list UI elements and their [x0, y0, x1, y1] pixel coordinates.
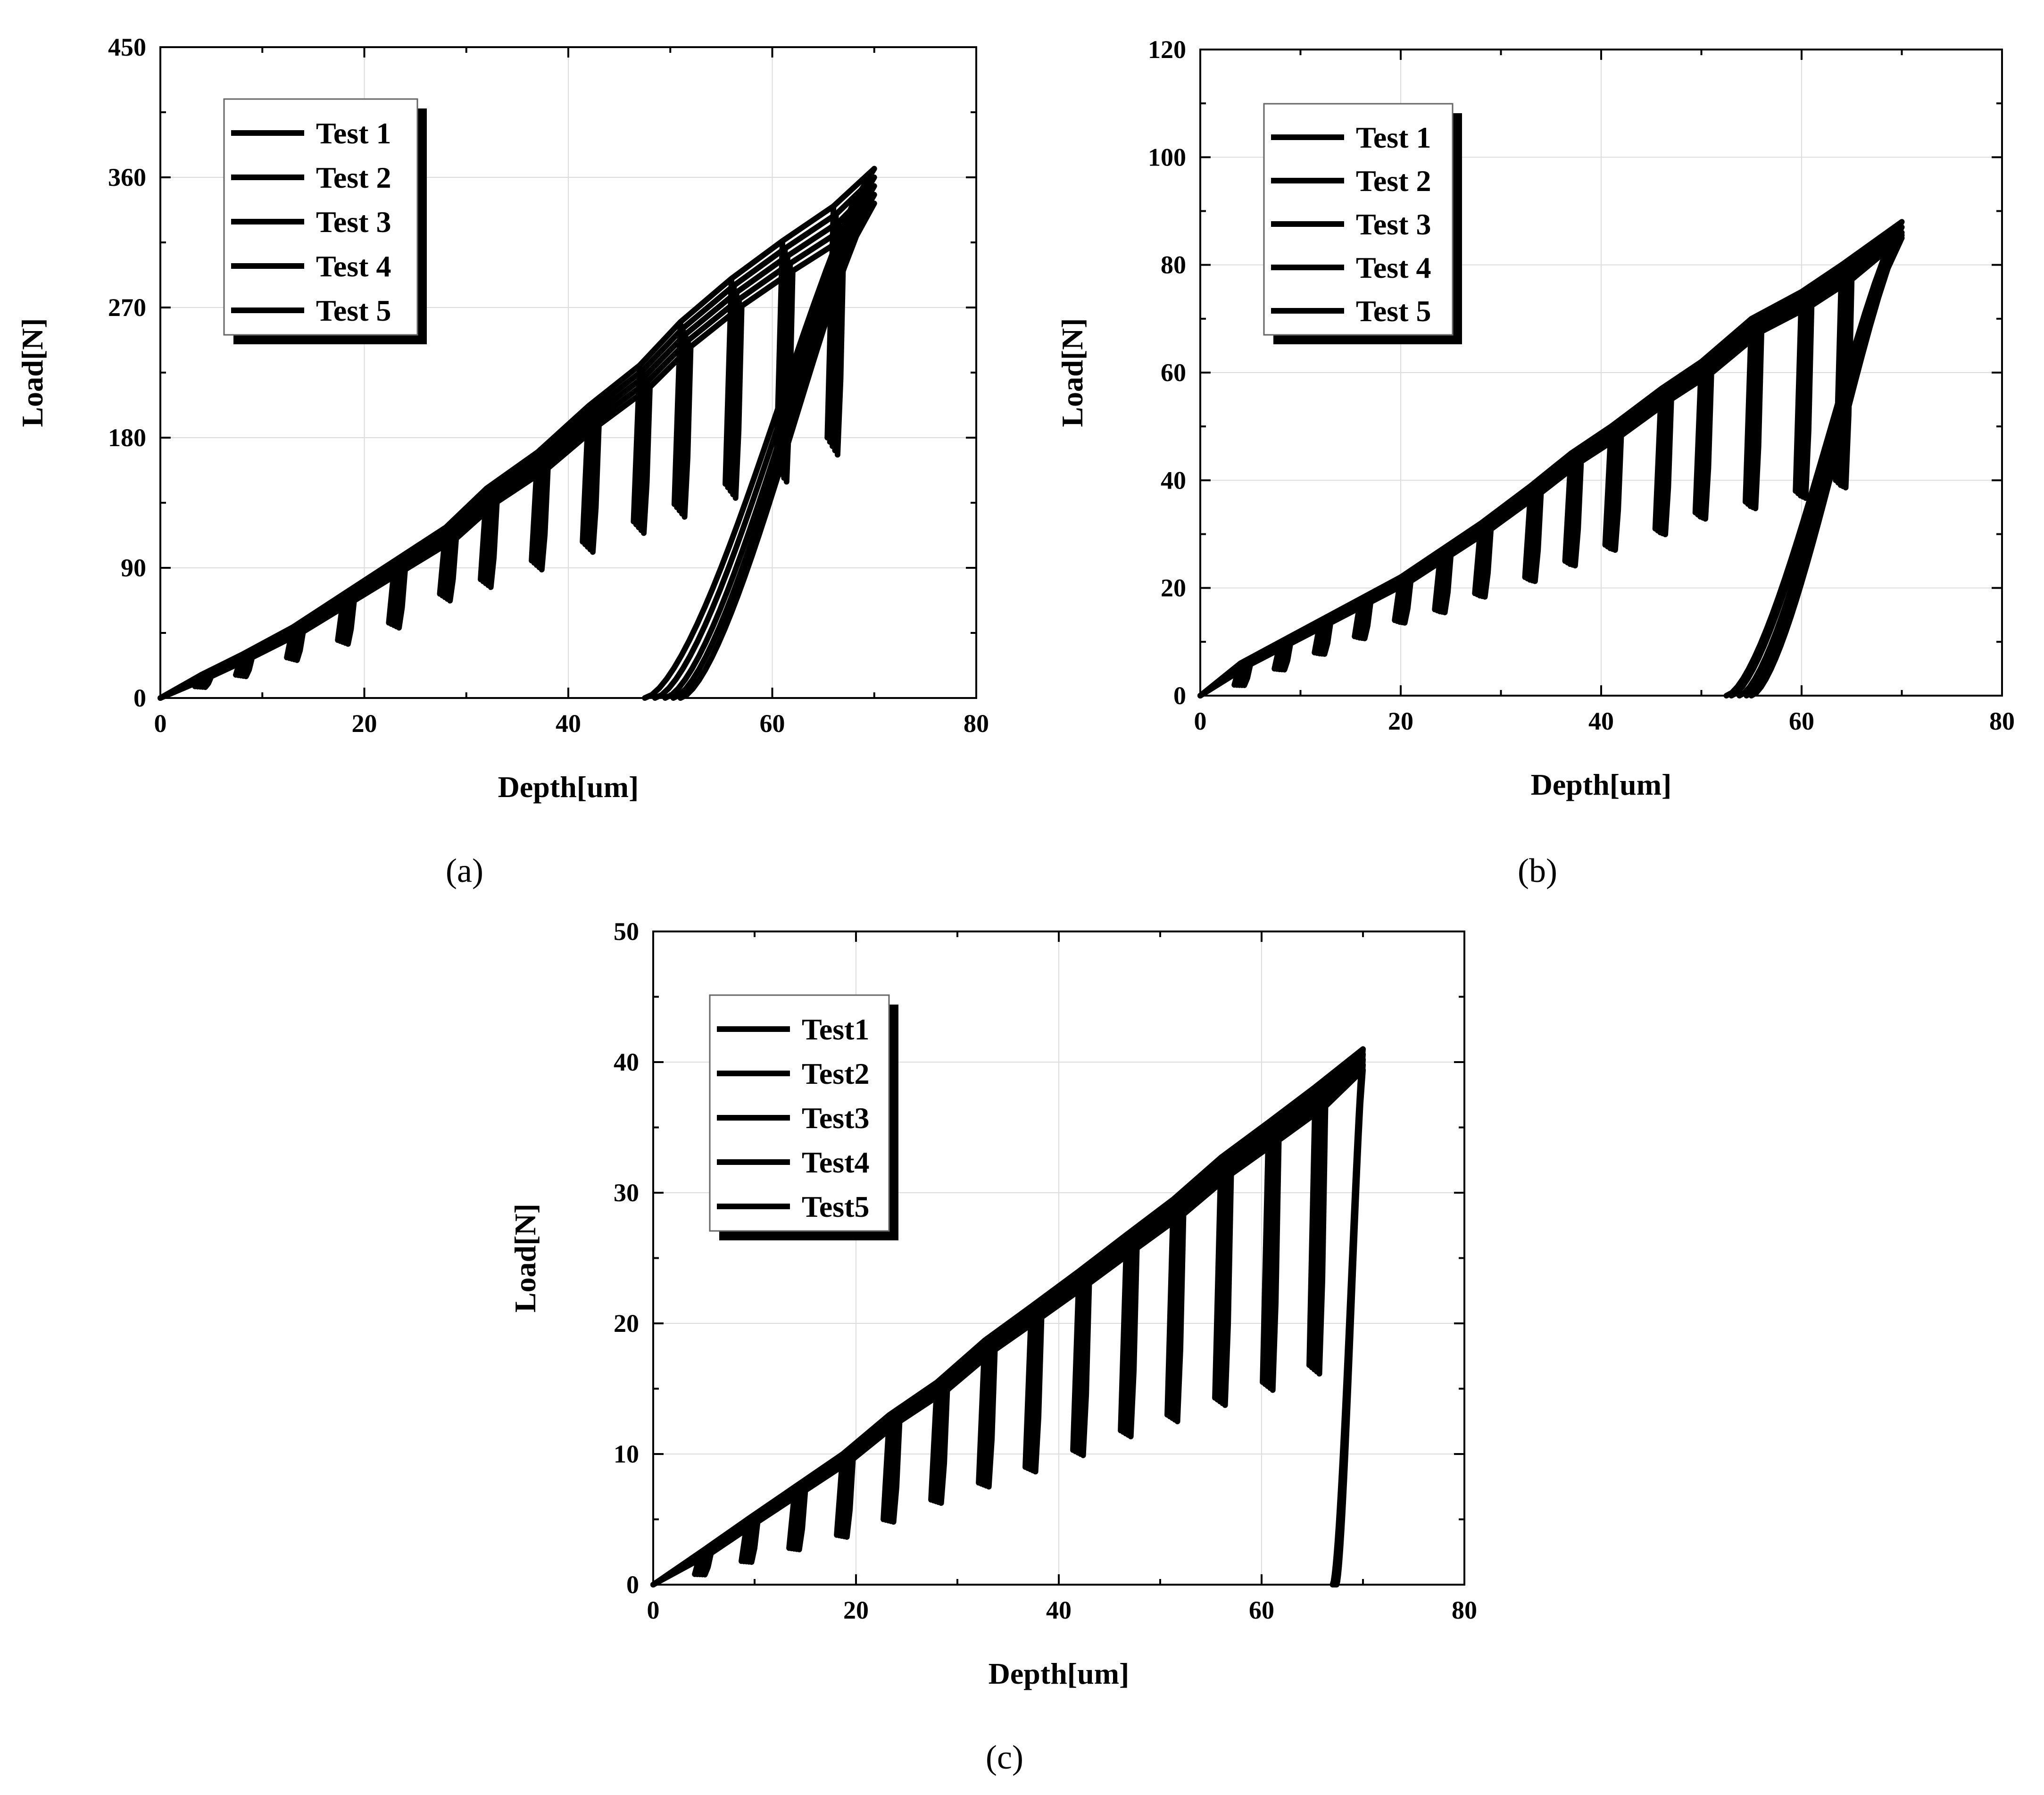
- legend-label: Test 4: [1356, 251, 1431, 284]
- y-tick-label: 40: [614, 1048, 639, 1076]
- y-tick-label: 0: [1173, 681, 1186, 710]
- legend-label: Test1: [802, 1013, 869, 1046]
- chart-panel-b: 0 20 40 60 80 0 20 40 60 80 100 120 Depth[um] Load[N]…: [1055, 35, 2015, 889]
- legend-label: Test 3: [316, 205, 391, 239]
- legend-label: Test 3: [1356, 208, 1431, 241]
- x-axis-label: Depth[um]: [1531, 768, 1672, 801]
- x-axis-label: Depth[um]: [498, 770, 639, 804]
- y-tick-label: 100: [1148, 143, 1186, 171]
- x-tick-label: 80: [964, 709, 989, 738]
- x-tick-label: 60: [1789, 707, 1814, 735]
- y-tick-label: 120: [1148, 35, 1186, 64]
- legend-label: Test 1: [1356, 121, 1431, 154]
- y-tick-label: 0: [626, 1571, 639, 1599]
- x-tick-label: 60: [1249, 1596, 1274, 1624]
- legend-label: Test 5: [1356, 294, 1431, 328]
- y-tick-label: 180: [108, 424, 146, 452]
- x-tick-label: 40: [556, 709, 581, 738]
- y-tick-label: 50: [614, 917, 639, 946]
- panel-caption: (c): [986, 1738, 1023, 1776]
- y-tick-label: 40: [1161, 466, 1186, 494]
- y-tick-label: 10: [614, 1440, 639, 1468]
- series-line-test-5: [158, 200, 877, 701]
- legend-label: Test 2: [1356, 164, 1431, 198]
- panel-caption: (a): [446, 852, 483, 889]
- legend-label: Test 5: [316, 294, 391, 327]
- y-axis-label: Load[N]: [1055, 318, 1089, 427]
- x-axis-label: Depth[um]: [989, 1657, 1130, 1690]
- x-tick-label: 80: [1989, 707, 2015, 735]
- x-tick-label: 0: [647, 1596, 660, 1624]
- x-tick-label: 0: [1194, 707, 1207, 735]
- x-tick-label: 40: [1588, 707, 1614, 735]
- legend-label: Test 1: [316, 116, 391, 150]
- y-tick-label: 80: [1161, 251, 1186, 279]
- panel-caption: (b): [1518, 852, 1557, 889]
- x-tick-label: 80: [1452, 1596, 1477, 1624]
- legend-label: Test4: [802, 1146, 869, 1179]
- chart-panel-a: 0 20 40 60 80 0 90 180 270 360 450 Depth[um] Load[N]…: [16, 33, 989, 889]
- legend-box: [1263, 103, 1454, 336]
- y-tick-label: 20: [1161, 574, 1186, 602]
- y-tick-label: 20: [614, 1309, 639, 1338]
- y-tick-label: 270: [108, 293, 146, 322]
- y-axis-label: Load[N]: [508, 1204, 542, 1313]
- legend-label: Test2: [802, 1057, 869, 1090]
- y-tick-label: 90: [121, 554, 146, 582]
- x-tick-label: 20: [843, 1596, 869, 1624]
- chart-panel-c: 0 20 40 60 80 0 10 20 30 40 50 Depth[um] Load[N] Test…: [508, 917, 1477, 1776]
- legend-label: Test5: [802, 1190, 869, 1223]
- y-tick-label: 360: [108, 163, 146, 191]
- y-tick-label: 60: [1161, 358, 1186, 387]
- x-tick-label: 20: [1388, 707, 1413, 735]
- y-axis-label: Load[N]: [16, 318, 49, 427]
- x-tick-label: 60: [760, 709, 785, 738]
- legend-label: Test 4: [316, 249, 391, 283]
- legend-box: [223, 98, 418, 336]
- y-tick-label: 30: [614, 1179, 639, 1207]
- x-tick-label: 20: [352, 709, 377, 738]
- legend-label: Test3: [802, 1101, 869, 1135]
- legend-label: Test 2: [316, 161, 391, 194]
- x-tick-label: 0: [154, 709, 167, 738]
- y-tick-label: 0: [133, 684, 146, 712]
- series-line-test-5: [1197, 235, 1905, 698]
- x-tick-label: 40: [1046, 1596, 1072, 1624]
- y-tick-label: 450: [108, 33, 146, 61]
- series-line-test5: [650, 1067, 1366, 1587]
- legend-box: [709, 994, 890, 1232]
